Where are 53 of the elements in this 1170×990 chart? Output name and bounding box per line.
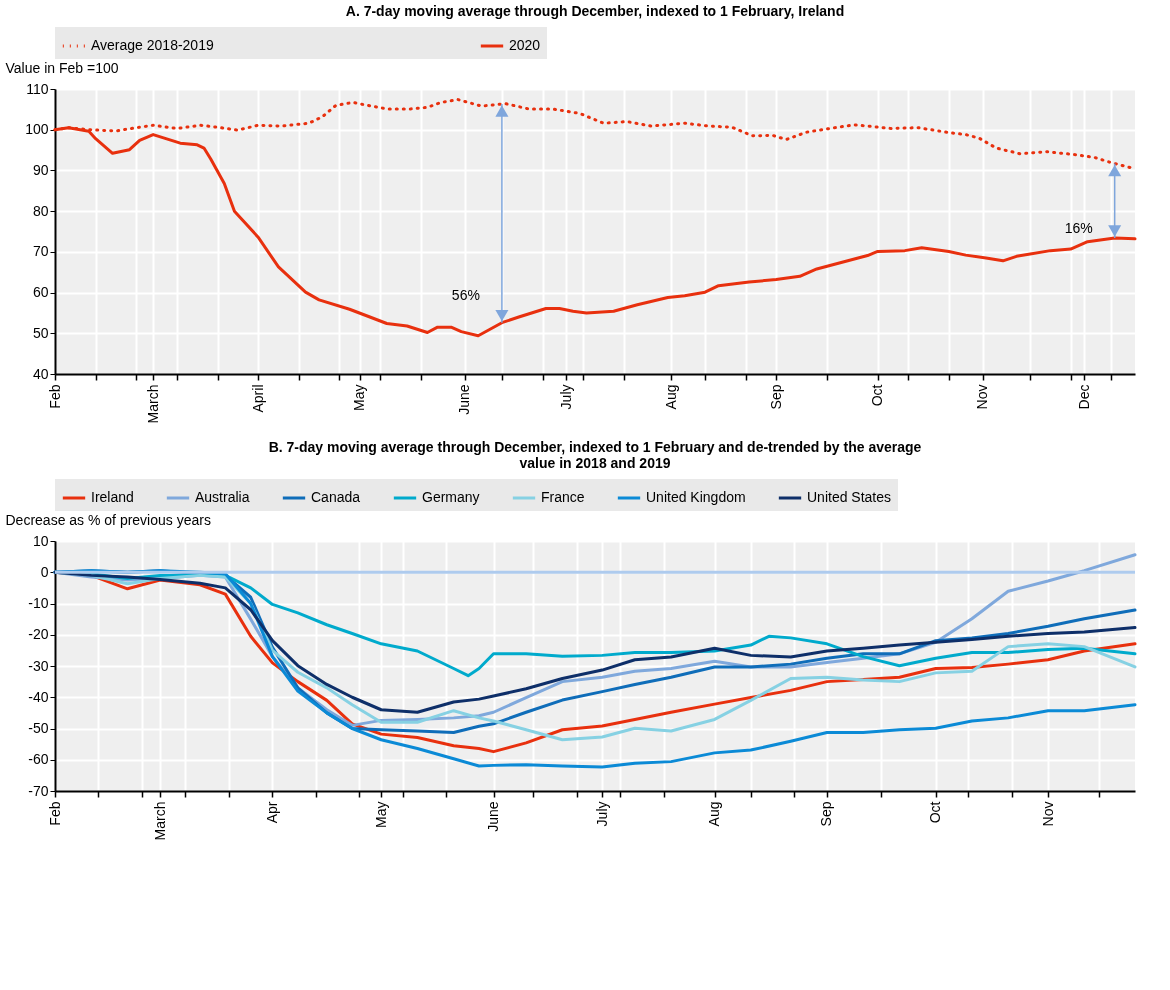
y-tick-label: 40 xyxy=(32,365,49,382)
annotation: 56% xyxy=(451,287,480,304)
legend-label: Average 2018-2019 xyxy=(91,37,214,53)
x-tick-label: May xyxy=(351,384,368,411)
y-tick-label: -70 xyxy=(28,782,49,799)
legend-label: Germany xyxy=(422,489,480,505)
x-tick-label: March xyxy=(151,801,168,841)
x-tick-label: May xyxy=(372,801,389,828)
x-tick-label: July xyxy=(593,801,610,827)
y-tick-label: -50 xyxy=(28,720,49,736)
x-tick-label: Oct xyxy=(927,801,944,824)
x-tick-label: Sep xyxy=(767,384,784,410)
legend-label: 2020 xyxy=(509,37,541,53)
legend-label: Canada xyxy=(311,489,361,505)
annotation: 16% xyxy=(1064,220,1093,237)
y-tick-label: 50 xyxy=(32,324,49,341)
y-tick-label: -20 xyxy=(28,626,49,643)
x-tick-label: Apr xyxy=(263,801,280,824)
x-tick-label: June xyxy=(456,384,473,415)
y-tick-label: 10 xyxy=(32,532,49,549)
x-tick-label: Aug xyxy=(706,801,723,827)
x-tick-label: Nov xyxy=(1039,801,1056,827)
x-tick-label: Sep xyxy=(818,801,835,827)
x-tick-label: Aug xyxy=(662,384,679,410)
y-tick-label: 0 xyxy=(40,563,49,580)
y-tick-label: 100 xyxy=(25,121,49,138)
legend-label: France xyxy=(541,489,585,505)
chart-title: A. 7-day moving average through December, indexed to 1 February, Ireland xyxy=(345,3,845,19)
y-axis-title: Value in Feb =100 xyxy=(5,59,119,76)
x-tick-label: Dec xyxy=(1075,384,1092,410)
legend-label: Australia xyxy=(195,489,250,505)
y-tick-label: 70 xyxy=(32,243,49,260)
x-tick-label: July xyxy=(557,384,574,410)
y-tick-label: -60 xyxy=(28,751,49,768)
y-tick-label: -10 xyxy=(28,595,49,611)
y-axis-title: Decrease as % of previous years xyxy=(5,511,211,528)
y-tick-label: 110 xyxy=(26,80,49,97)
x-tick-label: Nov xyxy=(974,384,991,410)
legend-label: Ireland xyxy=(91,489,134,505)
y-tick-label: -30 xyxy=(28,657,49,674)
legend-label: United Kingdom xyxy=(646,489,746,505)
x-tick-label: Feb xyxy=(46,801,63,826)
y-tick-label: 60 xyxy=(32,284,49,301)
x-tick-label: March xyxy=(144,384,161,424)
x-tick-label: Feb xyxy=(46,384,63,409)
legend-label: United States xyxy=(807,489,892,505)
y-tick-label: 80 xyxy=(32,202,49,219)
y-tick-label: -40 xyxy=(28,688,49,705)
x-tick-label: April xyxy=(249,384,266,413)
y-tick-label: 90 xyxy=(32,161,49,178)
x-tick-label: Oct xyxy=(869,384,886,407)
chart-title: B. 7-day moving average through December, indexed to 1 February and de-trended by the average value in 2018 and 2019 xyxy=(268,439,922,471)
x-tick-label: June xyxy=(485,801,502,832)
